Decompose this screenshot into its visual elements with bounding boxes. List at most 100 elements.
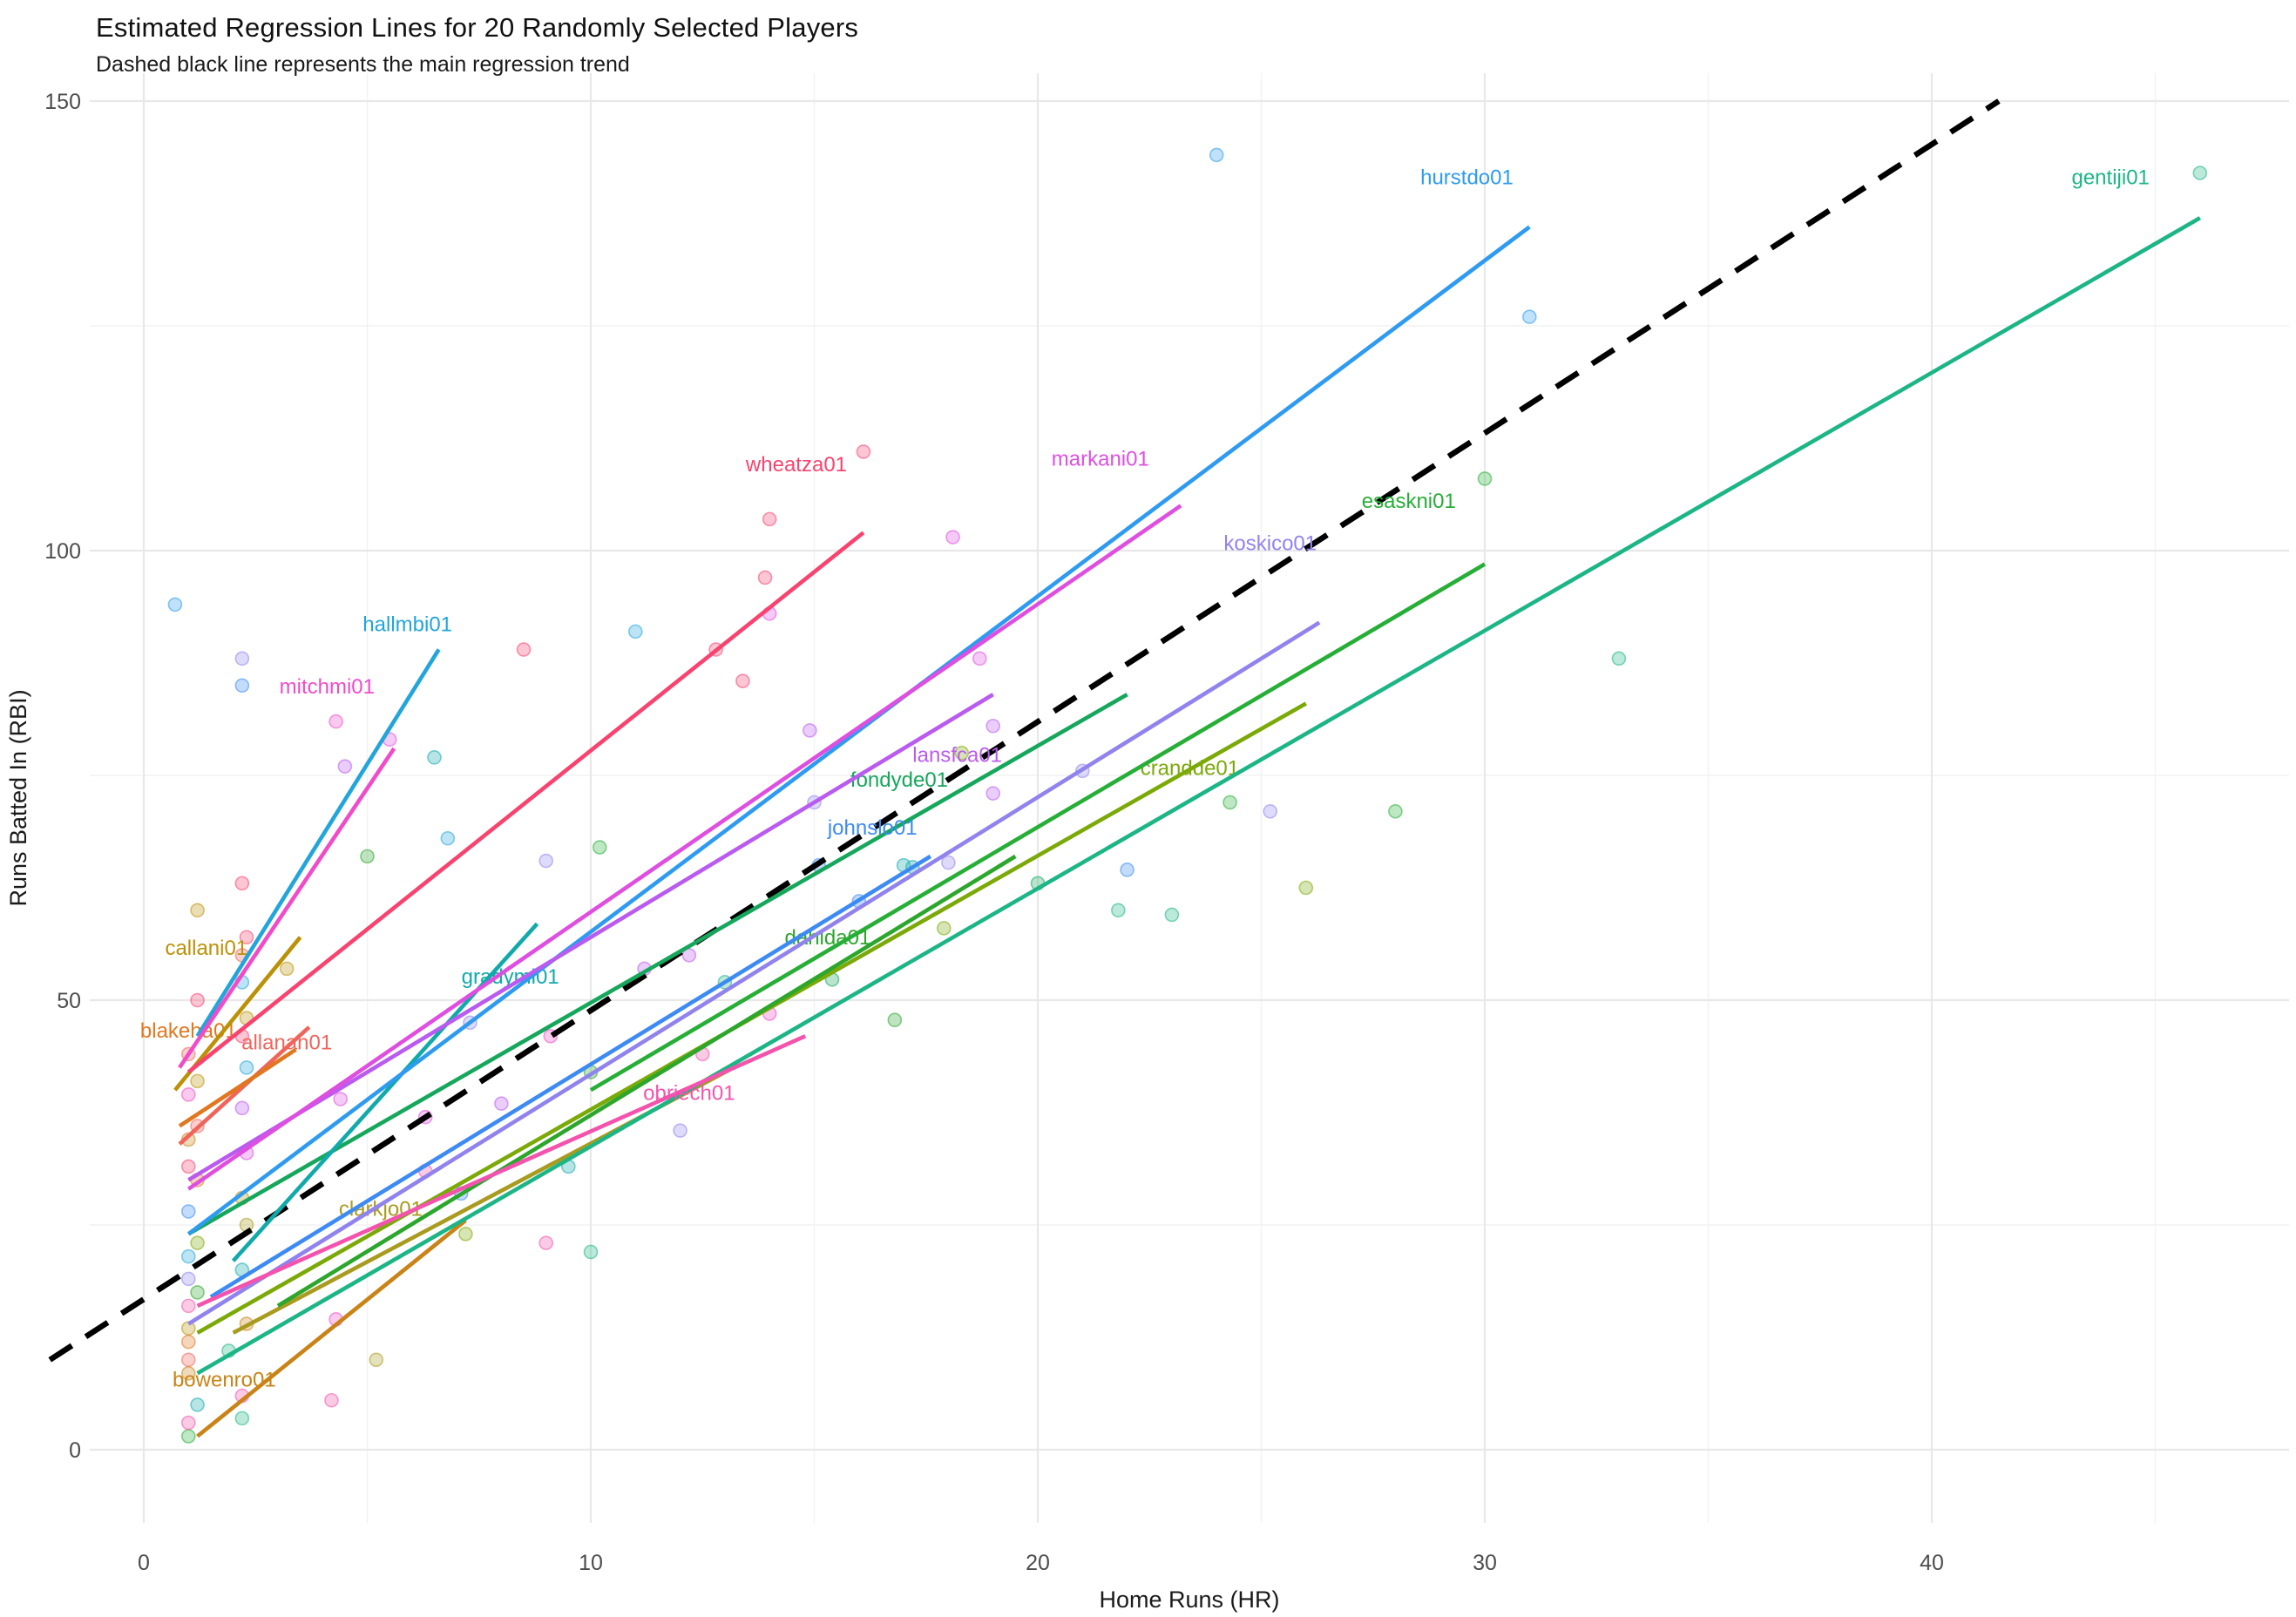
player-label-gentiji01: gentiji01	[2071, 166, 2149, 190]
player-label-crandde01: crandde01	[1141, 757, 1239, 781]
player-label-blakeha01: blakeha01	[140, 1019, 237, 1043]
data-point	[239, 1060, 254, 1075]
x-tick-label: 10	[579, 1551, 603, 1575]
data-point	[181, 1429, 196, 1444]
data-point	[1477, 471, 1493, 486]
data-point	[1611, 651, 1627, 666]
y-tick-label: 150	[44, 90, 81, 114]
data-point	[190, 903, 205, 918]
chart-subtitle: Dashed black line represents the main re…	[96, 52, 630, 77]
regression-line-mitchmi01	[178, 747, 396, 1069]
data-point	[1209, 147, 1224, 163]
data-point	[972, 651, 987, 666]
data-point	[1388, 803, 1403, 819]
data-point	[181, 1159, 196, 1174]
player-label-wheatza01: wheatza01	[745, 453, 847, 477]
data-point	[2192, 166, 2208, 180]
data-point	[181, 1415, 196, 1431]
player-label-hallmbi01: hallmbi01	[362, 613, 452, 637]
regression-line-dahlda01	[276, 854, 1017, 1308]
x-tick-label: 20	[1026, 1551, 1050, 1575]
data-point	[803, 723, 817, 738]
y-tick-label: 0	[69, 1438, 81, 1463]
data-point	[673, 1123, 687, 1138]
player-label-johnslo01: johnslo01	[827, 816, 918, 840]
data-point	[1298, 880, 1314, 896]
data-point	[440, 830, 456, 846]
data-point	[324, 1392, 339, 1408]
data-point	[954, 745, 970, 761]
data-point	[328, 714, 343, 729]
data-point	[234, 1100, 250, 1116]
data-point	[181, 1298, 196, 1314]
data-point	[181, 1334, 196, 1350]
data-point	[735, 673, 750, 688]
regression-line-obriech01	[196, 1034, 807, 1308]
data-point	[181, 1271, 196, 1287]
player-label-lansfca01: lansfca01	[912, 743, 1002, 767]
player-label-obriech01: obriech01	[643, 1081, 735, 1105]
data-point	[1522, 309, 1537, 324]
data-point	[592, 840, 607, 855]
y-axis-title: Runs Batted In (RBI)	[5, 689, 31, 906]
player-label-markani01: markani01	[1052, 448, 1149, 471]
data-point	[1120, 863, 1134, 877]
y-tick-label: 50	[57, 989, 81, 1013]
player-label-mitchmi01: mitchmi01	[280, 675, 375, 699]
data-point	[887, 1012, 903, 1028]
data-point	[190, 1285, 205, 1300]
data-point	[369, 1352, 384, 1368]
player-label-esaskni01: esaskni01	[1362, 490, 1456, 513]
regression-line-esaskni01	[589, 562, 1487, 1093]
regression-line-hurstdo01	[186, 225, 1531, 1236]
x-tick-label: 30	[1473, 1551, 1497, 1575]
data-point	[757, 570, 773, 585]
player-label-koskico01: koskico01	[1223, 532, 1317, 556]
regression-line-bowenro01	[196, 1219, 467, 1438]
data-point	[190, 992, 205, 1008]
y-tick-label: 100	[44, 539, 81, 564]
data-point	[494, 1096, 509, 1111]
data-point	[234, 1411, 250, 1426]
data-point	[181, 1352, 196, 1368]
data-point	[239, 930, 254, 945]
data-point	[627, 624, 643, 639]
data-point	[427, 750, 442, 765]
data-point	[941, 855, 956, 870]
data-point	[190, 1235, 205, 1250]
data-point	[1223, 795, 1237, 810]
data-point	[458, 1227, 473, 1242]
data-point	[190, 1073, 205, 1089]
x-tick-label: 40	[1920, 1551, 1944, 1575]
data-point	[762, 511, 777, 527]
chart-title: Estimated Regression Lines for 20 Random…	[96, 12, 859, 43]
data-point	[1111, 903, 1126, 918]
data-point	[181, 1248, 196, 1264]
x-axis-title: Home Runs (HR)	[1099, 1587, 1279, 1613]
data-point	[985, 718, 1000, 734]
x-tick-label: 0	[138, 1551, 150, 1575]
data-point	[279, 961, 295, 977]
regression-line-johnslo01	[209, 854, 932, 1299]
data-point	[181, 1087, 196, 1102]
data-point	[234, 651, 250, 666]
data-point	[936, 921, 952, 936]
player-label-hurstdo01: hurstdo01	[1420, 166, 1514, 190]
data-point	[333, 1092, 349, 1106]
data-point	[1263, 803, 1278, 819]
data-point	[985, 786, 1000, 801]
regression-line-hallmbi01	[195, 648, 441, 1038]
data-point	[945, 530, 960, 545]
regression-line-gentiji01	[196, 216, 2201, 1376]
data-point	[1164, 907, 1180, 923]
player-label-callani01: callani01	[165, 937, 247, 960]
data-point	[856, 444, 871, 459]
data-point	[190, 1397, 205, 1412]
regression-line-markani01	[186, 504, 1182, 1191]
player-label-bowenro01: bowenro01	[173, 1369, 276, 1392]
data-point	[681, 948, 697, 963]
data-point	[234, 678, 250, 693]
data-point	[538, 853, 554, 869]
